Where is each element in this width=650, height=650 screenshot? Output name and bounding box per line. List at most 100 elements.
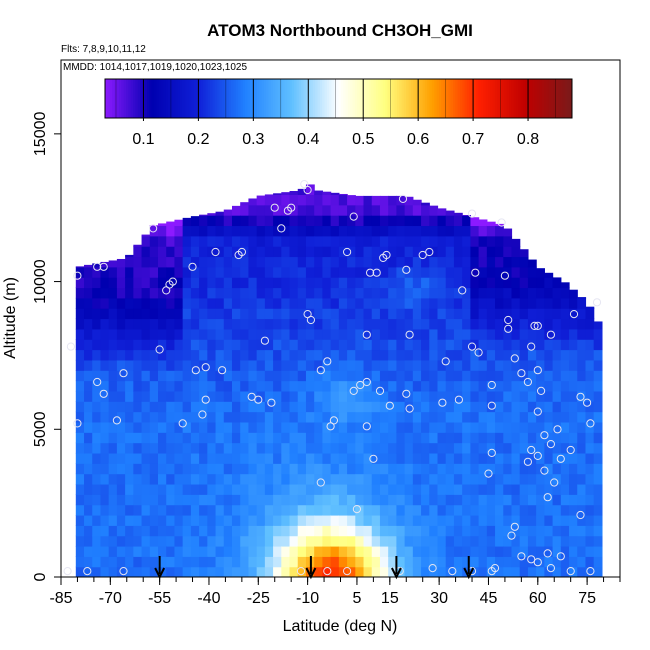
heat-cell <box>527 318 537 330</box>
heat-cell <box>495 545 504 557</box>
heat-cell <box>404 432 414 444</box>
heat-cell <box>462 535 471 547</box>
heat-cell <box>396 411 406 423</box>
heat-cell <box>445 432 455 444</box>
heat-cell <box>371 452 381 464</box>
heat-cell <box>495 339 504 351</box>
heat-cell <box>429 390 439 402</box>
heat-cell <box>593 328 603 340</box>
heat-cell <box>281 194 291 206</box>
heat-cell <box>363 328 373 340</box>
heat-cell <box>519 463 529 475</box>
heat-cell <box>330 535 340 547</box>
heat-cell <box>552 390 562 402</box>
heat-cell <box>133 246 143 258</box>
heat-cell <box>569 535 578 547</box>
heat-cell <box>379 328 389 340</box>
heat-cell <box>404 401 414 413</box>
heat-cell <box>158 349 167 361</box>
heat-cell <box>149 452 159 464</box>
heat-cell <box>256 494 266 506</box>
heat-cell <box>273 225 282 237</box>
heat-cell <box>421 452 430 464</box>
heat-cell <box>338 277 348 289</box>
heat-cell <box>223 328 233 340</box>
heat-cell <box>207 215 217 227</box>
heat-cell <box>429 401 439 413</box>
colorbar-tick-label: 0.8 <box>517 131 539 148</box>
heat-cell <box>305 525 315 537</box>
heat-cell <box>412 256 422 268</box>
heat-cell <box>338 535 348 547</box>
heat-cell <box>421 566 430 577</box>
heat-cell <box>158 359 167 371</box>
observation-point <box>356 380 365 390</box>
heat-cell <box>166 318 176 330</box>
heat-cell <box>273 318 282 330</box>
heat-cell <box>322 191 332 196</box>
heat-cell <box>289 191 299 196</box>
heat-cell <box>273 380 282 392</box>
heat-cell <box>92 339 102 351</box>
heat-cell <box>100 359 110 371</box>
heat-cell <box>347 256 356 268</box>
heat-cell <box>421 535 430 547</box>
heat-cell <box>569 421 578 433</box>
heat-cell <box>223 256 233 268</box>
heat-cell <box>371 556 381 568</box>
heat-cell <box>429 287 439 299</box>
heat-cell <box>182 442 192 454</box>
heat-cell <box>84 308 93 320</box>
heat-cell <box>560 370 570 382</box>
heat-cell <box>158 525 167 537</box>
heat-cell <box>412 390 422 402</box>
heat-cell <box>404 277 414 289</box>
heat-cell <box>141 556 151 568</box>
heat-cell <box>503 473 513 485</box>
heat-cell <box>256 287 266 299</box>
heat-cell <box>519 535 529 547</box>
colorbar-tick-label: 0.7 <box>462 131 484 148</box>
heat-cell <box>503 359 513 371</box>
heat-cell <box>544 432 554 444</box>
heat-cell <box>149 411 159 423</box>
colorbar-tick-label: 0.6 <box>407 131 429 148</box>
heat-cell <box>149 246 159 258</box>
heat-cell <box>182 494 192 506</box>
heat-cell <box>536 359 545 371</box>
heat-cell <box>240 225 250 237</box>
heat-cell <box>371 235 381 247</box>
heat-cell <box>190 421 200 433</box>
x-tick-label: -40 <box>197 590 220 607</box>
heat-cell <box>412 287 422 299</box>
heat-cell <box>338 556 348 568</box>
heat-cell <box>495 442 504 454</box>
heat-cell <box>190 266 200 278</box>
heat-cell <box>264 494 274 506</box>
heat-cell <box>133 494 143 506</box>
heat-cell <box>125 349 134 361</box>
heat-cell <box>174 452 184 464</box>
heat-cell <box>429 525 439 537</box>
heat-cell <box>264 297 274 309</box>
observation-point <box>487 380 496 390</box>
heat-cell <box>396 483 406 495</box>
heat-cell <box>133 328 143 340</box>
heat-cell <box>527 452 537 464</box>
heat-cell <box>108 297 118 309</box>
heat-cell <box>223 380 233 392</box>
heat-cell <box>314 297 324 309</box>
heat-cell <box>174 525 184 537</box>
heat-cell <box>503 401 513 413</box>
heat-cell <box>75 266 85 268</box>
heat-cell <box>536 297 545 309</box>
heat-cell <box>297 225 307 237</box>
heat-cell <box>75 339 85 351</box>
heat-cell <box>412 545 422 557</box>
heat-cell <box>503 525 513 537</box>
heat-cell <box>199 494 208 506</box>
heat-cell <box>314 452 324 464</box>
heat-cell <box>256 328 266 340</box>
heat-cell <box>330 432 340 444</box>
heat-cell <box>404 504 414 516</box>
